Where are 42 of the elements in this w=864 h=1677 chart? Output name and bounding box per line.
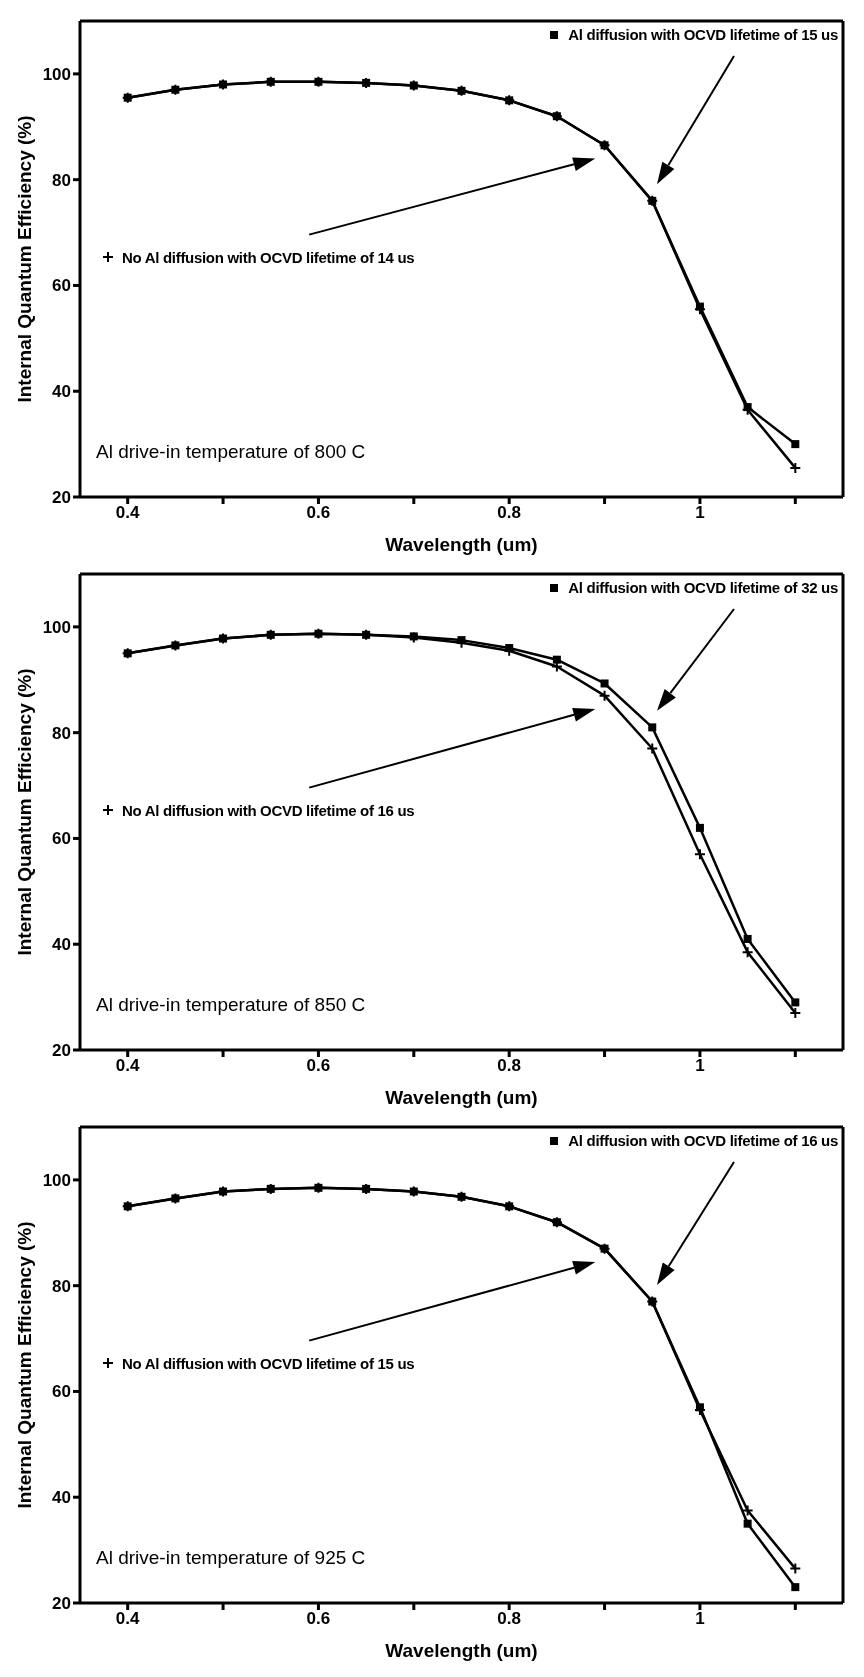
y-tick-label: 80	[52, 723, 71, 743]
x-tick-label: 1	[695, 1056, 705, 1076]
y-tick-label: 60	[52, 1382, 71, 1402]
y-tick-label: 20	[52, 1594, 71, 1614]
x-tick-label: 0.6	[306, 503, 331, 523]
annotation: Al drive-in temperature of 850 C	[96, 994, 366, 1016]
y-tick-label: 40	[52, 935, 71, 955]
legend-label: No Al diffusion with OCVD lifetime of 14 us	[122, 248, 415, 266]
annotation: Al drive-in temperature of 925 C	[96, 1547, 366, 1569]
x-tick-label: 0.4	[115, 1609, 141, 1629]
x-axis-title: Wavelength (um)	[385, 534, 538, 555]
x-tick-label: 1	[695, 1609, 705, 1629]
y-tick-label: 80	[52, 1276, 71, 1296]
x-axis-title: Wavelength (um)	[385, 1087, 538, 1108]
legend-label: Al diffusion with OCVD lifetime of 32 us	[568, 579, 838, 596]
x-tick-label: 0.8	[497, 1056, 522, 1076]
x-tick-label: 1	[695, 503, 705, 523]
annotation: Al drive-in temperature of 800 C	[96, 441, 366, 463]
y-axis-title: Internal Quantum Efficiency (%)	[13, 1221, 35, 1509]
x-tick-label: 0.4	[115, 1056, 141, 1076]
y-tick-label: 100	[42, 64, 71, 84]
x-tick-label: 0.8	[497, 503, 522, 523]
legend-label: No Al diffusion with OCVD lifetime of 15 us	[122, 1354, 415, 1372]
legend-label: Al diffusion with OCVD lifetime of 16 us	[568, 1132, 838, 1149]
x-axis-title: Wavelength (um)	[385, 1640, 538, 1661]
y-tick-label: 20	[52, 488, 71, 508]
legend-label: Al diffusion with OCVD lifetime of 15 us	[568, 26, 838, 43]
x-tick-label: 0.4	[115, 503, 141, 523]
x-tick-label: 0.6	[306, 1609, 331, 1629]
y-axis-title: Internal Quantum Efficiency (%)	[13, 115, 35, 403]
y-tick-label: 60	[52, 829, 71, 849]
y-tick-label: 100	[42, 617, 71, 637]
y-tick-label: 40	[52, 1488, 71, 1508]
x-tick-label: 0.8	[497, 1609, 522, 1629]
y-tick-label: 100	[42, 1170, 71, 1190]
y-axis-title: Internal Quantum Efficiency (%)	[13, 668, 35, 956]
y-tick-label: 40	[52, 382, 71, 402]
y-tick-label: 20	[52, 1041, 71, 1061]
y-tick-label: 80	[52, 170, 71, 190]
legend-label: No Al diffusion with OCVD lifetime of 16 us	[122, 801, 415, 819]
y-tick-label: 60	[52, 276, 71, 296]
x-tick-label: 0.6	[306, 1056, 331, 1076]
